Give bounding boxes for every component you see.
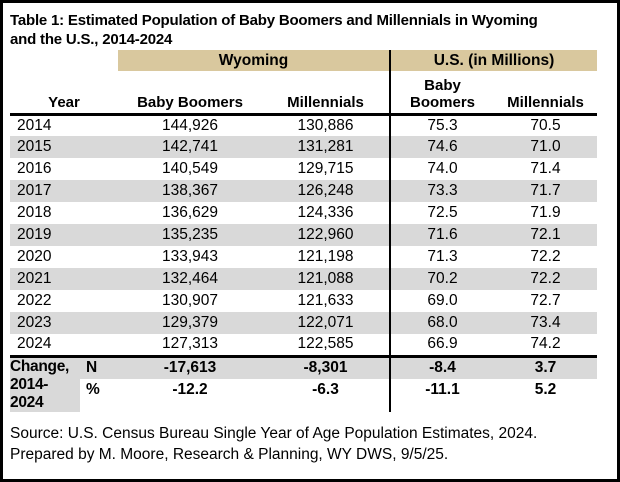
wy-boomers-cell: 138,367 <box>161 182 219 199</box>
us-millennials-cell: 72.2 <box>530 248 561 265</box>
us-boomers-cell: 71.3 <box>389 246 494 268</box>
table-row: 2018 136,629 124,336 72.5 71.9 <box>10 202 597 224</box>
change-n-us-millennials: 3.7 <box>494 354 597 380</box>
wy-boomers-cell: 136,629 <box>161 204 219 221</box>
column-header-year: Year <box>10 71 118 116</box>
us-millennials-cell: 71.9 <box>530 204 561 221</box>
table-title: Table 1: Estimated Population of Baby Bo… <box>10 11 607 49</box>
us-millennials-cell: 72.1 <box>530 226 561 243</box>
change-pct-wy-millennials: -6.3 <box>262 379 390 412</box>
source-note: Source: U.S. Census Bureau Single Year o… <box>10 424 538 442</box>
table-row: 2016 140,549 129,715 74.0 71.4 <box>10 158 597 180</box>
wy-millennials-cell: 131,281 <box>297 138 354 155</box>
wy-boomers-cell: 132,464 <box>161 270 219 287</box>
table-footer: Source: U.S. Census Bureau Single Year o… <box>10 423 607 465</box>
change-n-wy-boomers: -17,613 <box>118 354 262 380</box>
change-pct-us-boomers: -11.1 <box>389 379 494 412</box>
wy-millennials-cell: 122,960 <box>297 226 354 243</box>
us-boomers-cell: 72.5 <box>389 202 494 224</box>
year-cell: 2014 <box>17 116 52 134</box>
wy-millennials-cell: 130,886 <box>297 116 354 134</box>
column-header-us-boomers: Baby Boomers <box>389 71 494 116</box>
us-boomers-cell: 69.0 <box>389 290 494 312</box>
change-n-us-boomers: -8.4 <box>389 354 494 380</box>
us-millennials-cell: 73.4 <box>530 314 561 331</box>
us-millennials-cell: 71.4 <box>530 160 561 177</box>
us-millennials-cell: 72.2 <box>530 270 561 287</box>
wy-boomers-cell: 135,235 <box>161 226 219 243</box>
wy-boomers-cell: 127,313 <box>161 335 219 353</box>
year-cell: 2016 <box>17 160 52 177</box>
wy-millennials-cell: 121,088 <box>297 270 354 287</box>
table-row: 2023 129,379 122,071 68.0 73.4 <box>10 312 597 334</box>
change-pct-label: % <box>80 379 118 412</box>
year-cell: 2017 <box>17 182 52 199</box>
us-millennials-cell: 74.2 <box>530 335 561 353</box>
group-header-wyoming: Wyoming <box>118 50 390 71</box>
wy-millennials-cell: 122,071 <box>297 314 354 331</box>
change-n-label: N <box>80 354 118 380</box>
wy-boomers-cell: 130,907 <box>161 292 219 309</box>
change-pct-wy-boomers: -12.2 <box>118 379 262 412</box>
table-row: 2015 142,741 131,281 74.6 71.0 <box>10 136 597 158</box>
us-boomers-cell: 74.0 <box>389 158 494 180</box>
group-header-spacer <box>10 50 118 71</box>
year-cell: 2015 <box>17 138 52 155</box>
year-cell: 2024 <box>17 335 52 353</box>
change-label-cell: Change, 2014-2024 <box>10 354 80 412</box>
us-boomers-cell: 70.2 <box>389 268 494 290</box>
wy-millennials-cell: 121,198 <box>297 248 354 265</box>
table-title-line1: Table 1: Estimated Population of Baby Bo… <box>10 12 538 29</box>
wy-millennials-cell: 126,248 <box>297 182 354 199</box>
year-cell: 2020 <box>17 248 52 265</box>
year-cell: 2019 <box>17 226 52 243</box>
wy-millennials-cell: 129,715 <box>297 160 354 177</box>
wy-millennials-cell: 121,633 <box>297 292 354 309</box>
table-row: 2021 132,464 121,088 70.2 72.2 <box>10 268 597 290</box>
population-table: Wyoming U.S. (in Millions) Year Baby Boo… <box>10 50 597 412</box>
change-pct-row: % -12.2 -6.3 -11.1 5.2 <box>10 379 597 412</box>
us-boomers-cell: 66.9 <box>389 334 494 356</box>
group-header-us: U.S. (in Millions) <box>389 50 597 71</box>
year-cell: 2018 <box>17 204 52 221</box>
us-boomers-cell: 75.3 <box>389 114 494 136</box>
change-n-row: Change, 2014-2024 N -17,613 -8,301 -8.4 … <box>10 354 597 412</box>
prepared-note: Prepared by M. Moore, Research & Plannin… <box>10 445 449 463</box>
change-pct-us-millennials: 5.2 <box>494 379 597 412</box>
us-boomers-cell: 74.6 <box>389 136 494 158</box>
table-row: 2020 133,943 121,198 71.3 72.2 <box>10 246 597 268</box>
table-row: 2014 144,926 130,886 75.3 70.5 <box>10 114 597 136</box>
us-millennials-cell: 71.0 <box>530 138 561 155</box>
us-boomers-cell: 73.3 <box>389 180 494 202</box>
us-millennials-cell: 72.7 <box>530 292 561 309</box>
column-header-row: Year Baby Boomers Millennials Baby Boome… <box>10 71 597 116</box>
year-cell: 2022 <box>17 292 52 309</box>
wy-millennials-cell: 124,336 <box>297 204 354 221</box>
us-boomers-cell: 68.0 <box>389 312 494 334</box>
table-row: 2017 138,367 126,248 73.3 71.7 <box>10 180 597 202</box>
us-millennials-cell: 70.5 <box>530 116 561 134</box>
table-row: 2022 130,907 121,633 69.0 72.7 <box>10 290 597 312</box>
year-cell: 2023 <box>17 314 52 331</box>
wy-boomers-cell: 140,549 <box>161 160 219 177</box>
table-row: 2019 135,235 122,960 71.6 72.1 <box>10 224 597 246</box>
wy-boomers-cell: 142,741 <box>161 138 219 155</box>
table-row: 2024 127,313 122,585 66.9 74.2 <box>10 334 597 356</box>
wy-millennials-cell: 122,585 <box>297 335 354 353</box>
table-title-line2: and the U.S., 2014-2024 <box>10 31 173 48</box>
column-header-wy-boomers: Baby Boomers <box>118 71 262 116</box>
group-header-row: Wyoming U.S. (in Millions) <box>10 50 597 71</box>
us-millennials-cell: 71.7 <box>530 182 561 199</box>
column-header-us-millennials: Millennials <box>494 71 597 116</box>
us-boomers-cell: 71.6 <box>389 224 494 246</box>
column-header-wy-millennials: Millennials <box>262 71 390 116</box>
wy-boomers-cell: 144,926 <box>161 116 219 134</box>
wy-boomers-cell: 129,379 <box>161 314 219 331</box>
year-cell: 2021 <box>17 270 52 287</box>
wy-boomers-cell: 133,943 <box>161 248 219 265</box>
change-n-wy-millennials: -8,301 <box>262 354 390 380</box>
